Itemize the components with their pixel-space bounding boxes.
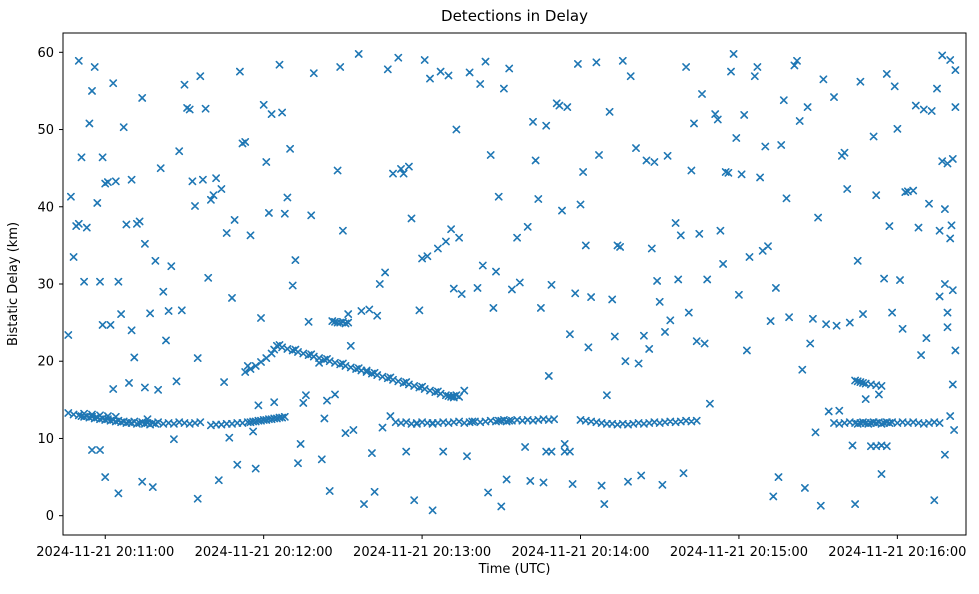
y-tick-label: 50 [37, 123, 54, 138]
x-tick-label: 2024-11-21 20:14:00 [511, 545, 649, 560]
plot-frame [62, 32, 967, 536]
x-tick-label: 2024-11-21 20:12:00 [195, 545, 333, 560]
x-tick-label: 2024-11-21 20:11:00 [36, 545, 174, 560]
chart-title: Detections in Delay [441, 7, 588, 25]
x-tick-label: 2024-11-21 20:15:00 [670, 545, 808, 560]
x-tick-label: 2024-11-21 20:13:00 [353, 545, 491, 560]
x-axis-label: Time (UTC) [478, 562, 551, 577]
y-tick-label: 40 [37, 200, 54, 215]
x-tick-label: 2024-11-21 20:16:00 [828, 545, 966, 560]
y-tick-label: 10 [37, 432, 54, 447]
scatter-markers [64, 50, 960, 515]
y-axis-label: Bistatic Delay (km) [6, 222, 21, 346]
y-tick-label: 30 [37, 278, 54, 293]
y-tick-label: 0 [46, 509, 54, 524]
y-tick-label: 20 [37, 355, 54, 370]
y-tick-label: 60 [37, 46, 54, 61]
